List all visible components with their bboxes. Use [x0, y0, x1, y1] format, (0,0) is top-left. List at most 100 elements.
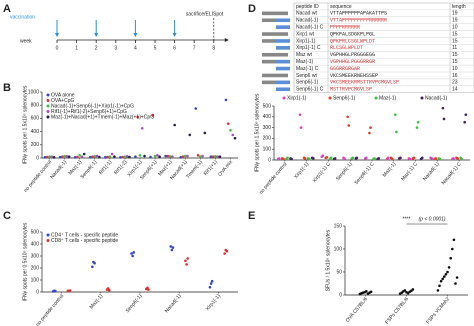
table-cell: RLCSGLWPLDT	[330, 45, 363, 51]
y-tick-label: 800	[31, 103, 40, 109]
data-point	[136, 115, 140, 119]
data-point	[346, 115, 349, 119]
data-point	[67, 155, 71, 158]
data-point	[442, 117, 446, 121]
data-point	[451, 247, 454, 251]
data-point	[93, 261, 96, 265]
data-point	[386, 156, 390, 160]
table-cell: Maz(-1)	[296, 59, 314, 65]
panel-label: A	[3, 3, 11, 15]
column-header: sequence	[330, 4, 352, 10]
table-cell: 11	[452, 45, 457, 51]
table-cell: MSTTRVPCMGVLSP	[330, 87, 372, 93]
data-point	[231, 133, 235, 137]
data-point	[91, 155, 94, 158]
data-point	[223, 252, 226, 255]
frameshift-bar	[276, 46, 290, 50]
panel-label: D	[248, 3, 256, 15]
y-tick-label: 100	[31, 277, 40, 283]
protein-bar	[262, 52, 288, 57]
column-header: length	[452, 4, 466, 10]
data-point	[80, 155, 84, 158]
data-point	[416, 120, 420, 124]
table-cell: 10	[452, 66, 458, 72]
week-label: 8	[212, 45, 215, 51]
data-point	[447, 266, 451, 269]
data-point	[438, 157, 442, 161]
table-cell: 16	[452, 73, 458, 79]
week-label: 7	[193, 45, 196, 51]
data-point	[82, 152, 86, 156]
frameshift-bar	[276, 59, 290, 64]
data-point	[229, 128, 232, 132]
data-point	[377, 157, 380, 160]
data-point	[78, 154, 81, 157]
week-label: 4	[134, 45, 137, 51]
data-point	[128, 155, 131, 159]
week-label: 2	[95, 45, 98, 51]
data-point	[452, 157, 455, 160]
data-point	[303, 157, 307, 160]
y-tick-label: 600	[31, 116, 40, 122]
data-point	[107, 288, 111, 292]
data-point	[170, 248, 174, 252]
data-point	[325, 156, 329, 159]
protein-bar	[262, 80, 276, 85]
data-point	[224, 98, 228, 102]
table-cell: Senp6(-1)	[296, 80, 319, 86]
y-tick-label: 150	[334, 223, 343, 229]
data-point	[343, 157, 346, 161]
data-point	[184, 259, 187, 263]
data-point	[196, 154, 200, 157]
panel-label: E	[248, 210, 255, 222]
table-cell: PPPPRRRRRR	[330, 24, 360, 30]
frameshift-bar	[276, 87, 290, 92]
data-point	[441, 106, 445, 110]
y-tick-label: 400	[263, 114, 272, 120]
data-point	[134, 155, 137, 158]
data-point	[209, 282, 213, 285]
data-point	[181, 155, 185, 158]
y-tick-label: 50	[336, 269, 342, 275]
data-point	[158, 155, 161, 158]
data-point	[463, 120, 466, 124]
y-axis-label: IFNγ spots per 1.5x10⁵ splenocytes	[22, 85, 28, 164]
table-cell: Xirp1(-1) C	[296, 45, 321, 51]
legend-swatch	[46, 233, 50, 237]
data-point	[121, 155, 124, 159]
data-point	[460, 157, 464, 161]
data-point	[333, 157, 337, 160]
protein-bar	[262, 59, 276, 64]
frameshift-bar	[276, 39, 290, 43]
data-point	[436, 289, 440, 292]
y-axis-label: IFNγ spots per 0.5x10⁵ splenocytes	[22, 222, 28, 301]
data-point	[50, 155, 54, 158]
data-point	[355, 156, 359, 160]
data-point	[434, 157, 438, 160]
data-point	[225, 249, 229, 253]
data-point	[54, 289, 57, 293]
data-point	[188, 133, 192, 137]
data-point	[185, 263, 188, 266]
week-label: 1	[75, 45, 78, 51]
table-cell: Nacad(-1)	[296, 18, 319, 24]
data-point	[430, 157, 434, 160]
data-point	[68, 289, 72, 292]
data-point	[169, 245, 173, 248]
y-tick-label: 0	[268, 157, 271, 163]
table-cell: VKCSMEEKRMSTTRVPCMGVLSP	[330, 80, 399, 86]
data-point	[390, 157, 394, 161]
y-tick-label: 200	[31, 142, 40, 148]
data-point	[329, 156, 333, 160]
data-point	[373, 157, 376, 160]
data-point	[171, 155, 174, 158]
y-tick-label: 0	[36, 155, 39, 161]
week-label: 6	[173, 45, 176, 51]
table-cell: Maz wt	[296, 52, 312, 58]
frameshift-bar	[276, 66, 290, 71]
data-point	[226, 122, 230, 125]
table-cell: VTTAPPPPPPAPAKATTPS	[330, 11, 387, 17]
data-point	[216, 155, 219, 158]
annotation: (p < 0.0001)	[419, 216, 446, 222]
table-cell: VGPHHGLPGGGRRGR	[330, 59, 375, 65]
